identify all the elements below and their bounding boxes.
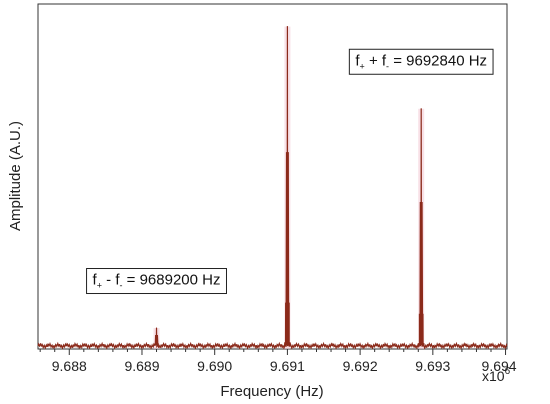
annotation-part: f — [355, 52, 360, 69]
x-axis-title: Frequency (Hz) — [220, 383, 323, 400]
annotation-part: + — [360, 61, 365, 71]
annotation-fsum: f+ + f- = 9692840 Hz — [348, 48, 494, 75]
annotation-part: = 9692840 Hz — [389, 52, 487, 69]
y-axis-title: Amplitude (A.U.) — [7, 121, 24, 231]
x-multiplier-base: x10 — [482, 368, 505, 384]
x-tick-label: 9.689 — [124, 358, 159, 374]
peak-point — [286, 25, 289, 28]
x-ticks: 9.688 9.689 9.690 9.691 9.692 9.693 9.694 — [39, 349, 517, 374]
annotation-part: + f — [365, 52, 387, 69]
annotation-box — [348, 48, 494, 75]
x-tick-label: 9.690 — [197, 358, 232, 374]
annotation-fdiff: f+ - f- = 9689200 Hz — [86, 268, 227, 295]
x-tick-label: 9.688 — [52, 358, 87, 374]
annotation-part: f — [93, 272, 98, 289]
x-tick-label: 9.691 — [270, 358, 305, 374]
annotation-part: + — [97, 281, 102, 291]
x-multiplier-exponent: 6 — [505, 366, 511, 377]
spectrum-line — [37, 26, 508, 350]
annotation-part: - f — [102, 272, 120, 289]
x-tick-label: 9.694 — [482, 358, 517, 374]
annotation-part: = 9689200 Hz — [122, 272, 220, 289]
x-tick-label: 9.693 — [415, 358, 450, 374]
annotation-text: f+ + f- = 9692840 Hz — [355, 52, 487, 71]
annotation-text: f+ - f- = 9689200 Hz — [93, 272, 221, 291]
x-tick-label: 9.692 — [343, 358, 378, 374]
x-axis-multiplier: x106 — [482, 366, 511, 384]
annotation-part: - — [386, 61, 389, 71]
annotation-box — [86, 268, 227, 295]
peak-point — [155, 327, 158, 329]
series-group — [37, 25, 508, 350]
annotation-part: - — [119, 281, 122, 291]
annotations: f+ = 9691000 Hzf+ + f- = 9692840 Hzf+ - … — [86, 48, 494, 295]
peak-point — [420, 108, 422, 110]
